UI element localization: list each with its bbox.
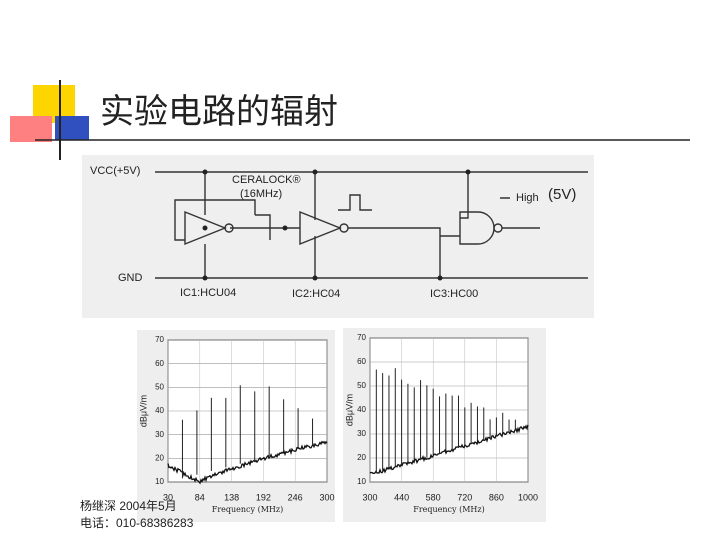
osc-wires xyxy=(174,172,271,241)
junctions xyxy=(202,169,471,281)
x-tick-label: 720 xyxy=(457,492,472,502)
y-tick-label: 50 xyxy=(357,381,366,390)
y-tick-label: 60 xyxy=(357,357,366,366)
y-tick-label: 10 xyxy=(357,477,366,486)
ic1-bubble xyxy=(224,223,234,233)
y-tick-label: 30 xyxy=(357,429,366,438)
ic2-gate xyxy=(299,210,342,246)
pulse-icon xyxy=(338,194,372,211)
deco-red xyxy=(10,116,52,142)
y-axis-label: dBμV/m xyxy=(138,395,148,427)
x-axis-label: Frequency (MHz) xyxy=(212,505,283,514)
x-tick-label: 246 xyxy=(288,492,303,502)
spectrum-trace xyxy=(369,424,529,474)
x-tick-label: 84 xyxy=(195,492,205,502)
frequency-label: (16MHz) xyxy=(240,188,282,200)
y-tick-label: 20 xyxy=(357,453,366,462)
ic1-label: IC1:HCU04 xyxy=(180,287,236,299)
x-tick-label: 138 xyxy=(224,492,239,502)
ic1-gate xyxy=(184,210,227,246)
x-tick-label: 30 xyxy=(163,492,173,502)
x-tick-label: 1000 xyxy=(518,492,538,502)
x-tick-label: 580 xyxy=(426,492,441,502)
spectrum-trace xyxy=(167,440,328,485)
y-tick-label: 60 xyxy=(155,359,164,368)
y-tick-label: 30 xyxy=(155,430,164,439)
circuit-bg xyxy=(82,155,594,318)
y-tick-label: 50 xyxy=(155,382,164,391)
x-tick-label: 300 xyxy=(319,492,334,502)
resonator-label: CERALOCK® xyxy=(232,174,301,186)
footer-author: 杨继深 2004年5月 xyxy=(80,498,177,513)
y-tick-label: 40 xyxy=(357,405,366,414)
circuit: VCC(+5V) CERALOCK® (16MHz) High (5V) GND… xyxy=(82,155,594,318)
high-voltage-label: (5V) xyxy=(548,186,576,203)
wires xyxy=(348,172,469,278)
y-tick-label: 40 xyxy=(155,406,164,415)
y-tick-label: 70 xyxy=(155,335,164,344)
x-tick-label: 860 xyxy=(489,492,504,502)
x-tick-label: 300 xyxy=(362,492,377,502)
x-tick-label: 192 xyxy=(256,492,271,502)
gnd-label: GND xyxy=(118,272,143,284)
x-tick-label: 440 xyxy=(394,492,409,502)
y-tick-label: 10 xyxy=(155,477,164,486)
high-label: High xyxy=(516,192,539,204)
ic3-label: IC3:HC00 xyxy=(430,288,478,300)
y-axis-label: dBμV/m xyxy=(344,394,354,426)
spectrum-plots: 70 60 50 40 30 20 10 30 84 138 192 246 300 dBμV/m Freq… xyxy=(137,328,546,522)
wires xyxy=(500,197,540,229)
x-axis-label: Frequency (MHz) xyxy=(413,505,484,514)
footer-phone: 电话：010-68386283 xyxy=(80,516,194,530)
y-tick-label: 70 xyxy=(357,333,366,342)
ic2-label: IC2:HC04 xyxy=(292,288,340,300)
slide-title: 实验电路的辐射 xyxy=(100,92,338,132)
y-tick-label: 20 xyxy=(155,453,164,462)
vcc-label: VCC(+5V) xyxy=(90,165,140,177)
